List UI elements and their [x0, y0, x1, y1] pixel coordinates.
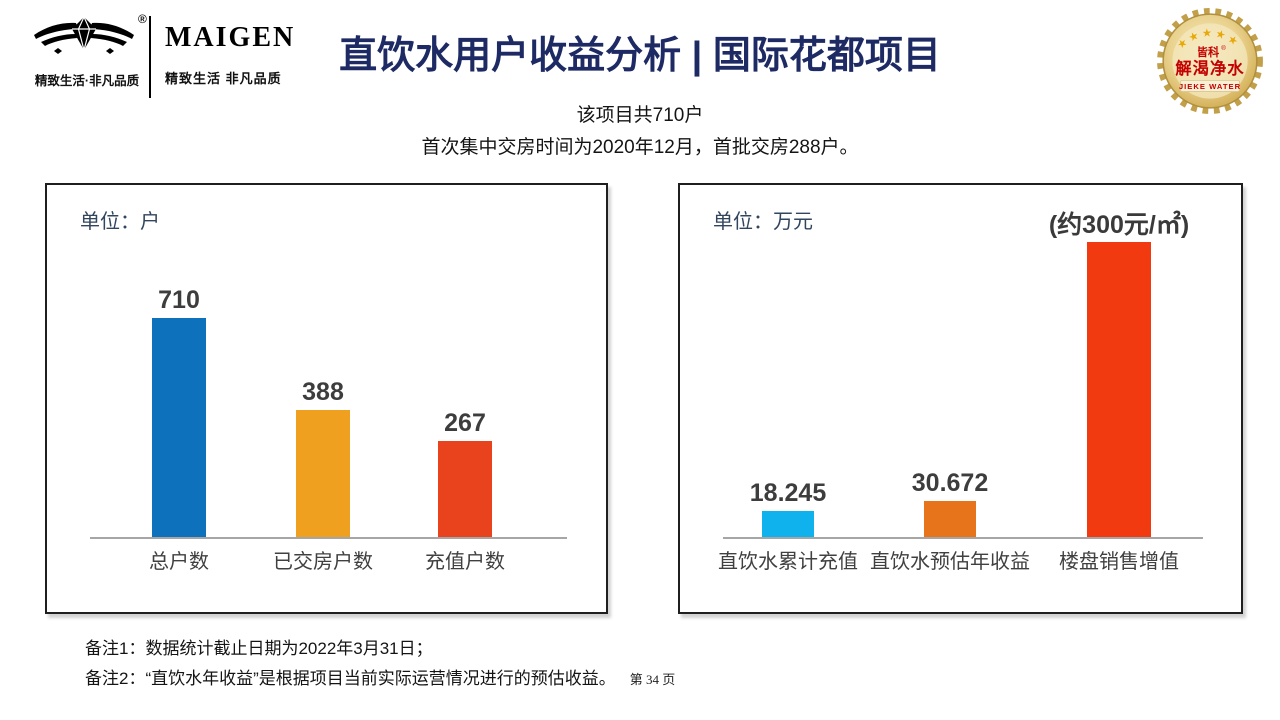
brand-left-logo: ® 精致生活·非凡品质 MAIGEN 精致生活 非凡品质: [28, 12, 296, 102]
cap-band: [1180, 79, 1240, 92]
brand-divider: [149, 16, 151, 98]
category-label: 直饮水预估年收益: [870, 551, 1030, 573]
bar: [924, 501, 976, 537]
registered-mark: ®: [138, 12, 147, 26]
note-line-1: 备注1：数据统计截止日期为2022年3月31日；: [85, 639, 433, 658]
x-axis-line: [90, 537, 567, 539]
brand-name: MAIGEN: [165, 22, 296, 53]
cap-main-text: 解渴净水: [1175, 59, 1244, 78]
x-axis-line: [723, 537, 1203, 539]
bar-cumulative-recharge: 18.245: [750, 479, 826, 537]
category-label: 总户数: [149, 551, 209, 573]
category-label: 充值户数: [425, 551, 505, 573]
note-line-2: 备注2：“直饮水年收益”是根据项目当前实际运营情况进行的预估收益。第 34 页: [85, 664, 675, 689]
bar-estimated-annual-revenue: 30.672: [912, 469, 988, 537]
bar-value: 267: [444, 409, 486, 437]
bar-property-value-increase: [1087, 239, 1151, 537]
bar-total-households: 710: [152, 286, 206, 537]
bar: [438, 441, 492, 537]
bar: [1087, 242, 1151, 537]
note-2-text: 备注2：“直饮水年收益”是根据项目当前实际运营情况进行的预估收益。: [85, 669, 616, 688]
unit-label: 单位：户: [80, 211, 160, 233]
category-label: 楼盘销售增值: [1059, 551, 1179, 573]
bar-delivered-households: 388: [296, 378, 350, 537]
diamond-logo-icon: [34, 16, 134, 54]
brand-subtitle: 精致生活 非凡品质: [165, 71, 282, 86]
bar: [296, 410, 350, 537]
bottlecap-logo-icon: ★★★★★ 皆科 ® 解渴净水 JIEKE WATER: [1157, 8, 1263, 114]
bar-value: 710: [158, 286, 200, 314]
subtitle-line-2: 首次集中交房时间为2020年12月，首批交房288户。: [421, 137, 859, 158]
category-label: 已交房户数: [273, 551, 373, 573]
subtitle-line-1: 该项目共710户: [576, 105, 704, 126]
cap-registered-mark: ®: [1221, 45, 1226, 52]
chart-panel-households: 单位：户 710 388 267 总户数 已交房户数 充值户数: [45, 183, 608, 614]
unit-label: 单位：万元: [713, 211, 813, 233]
cap-teeth: [1157, 8, 1263, 114]
price-annotation: (约300元/㎡): [1048, 211, 1190, 239]
bar: [762, 511, 814, 537]
bar-recharged-households: 267: [438, 409, 492, 537]
bar-value: 30.672: [911, 469, 989, 497]
bar-value: 388: [302, 378, 344, 406]
cap-brand-text: 皆科: [1197, 45, 1220, 59]
chart-panel-revenue: 单位：万元 (约300元/㎡) 18.245 30.672 直饮水累计充值 直饮…: [678, 183, 1243, 614]
page-title: 直饮水用户收益分析 | 国际花都项目: [339, 35, 941, 77]
bar-value: 18.245: [749, 479, 827, 507]
bar: [152, 318, 206, 537]
brand-tagline: 精致生活·非凡品质: [34, 74, 140, 88]
page-number: 第 34 页: [629, 672, 676, 687]
cap-band-text: JIEKE WATER: [1179, 82, 1241, 91]
category-label: 直饮水累计充值: [718, 551, 858, 573]
